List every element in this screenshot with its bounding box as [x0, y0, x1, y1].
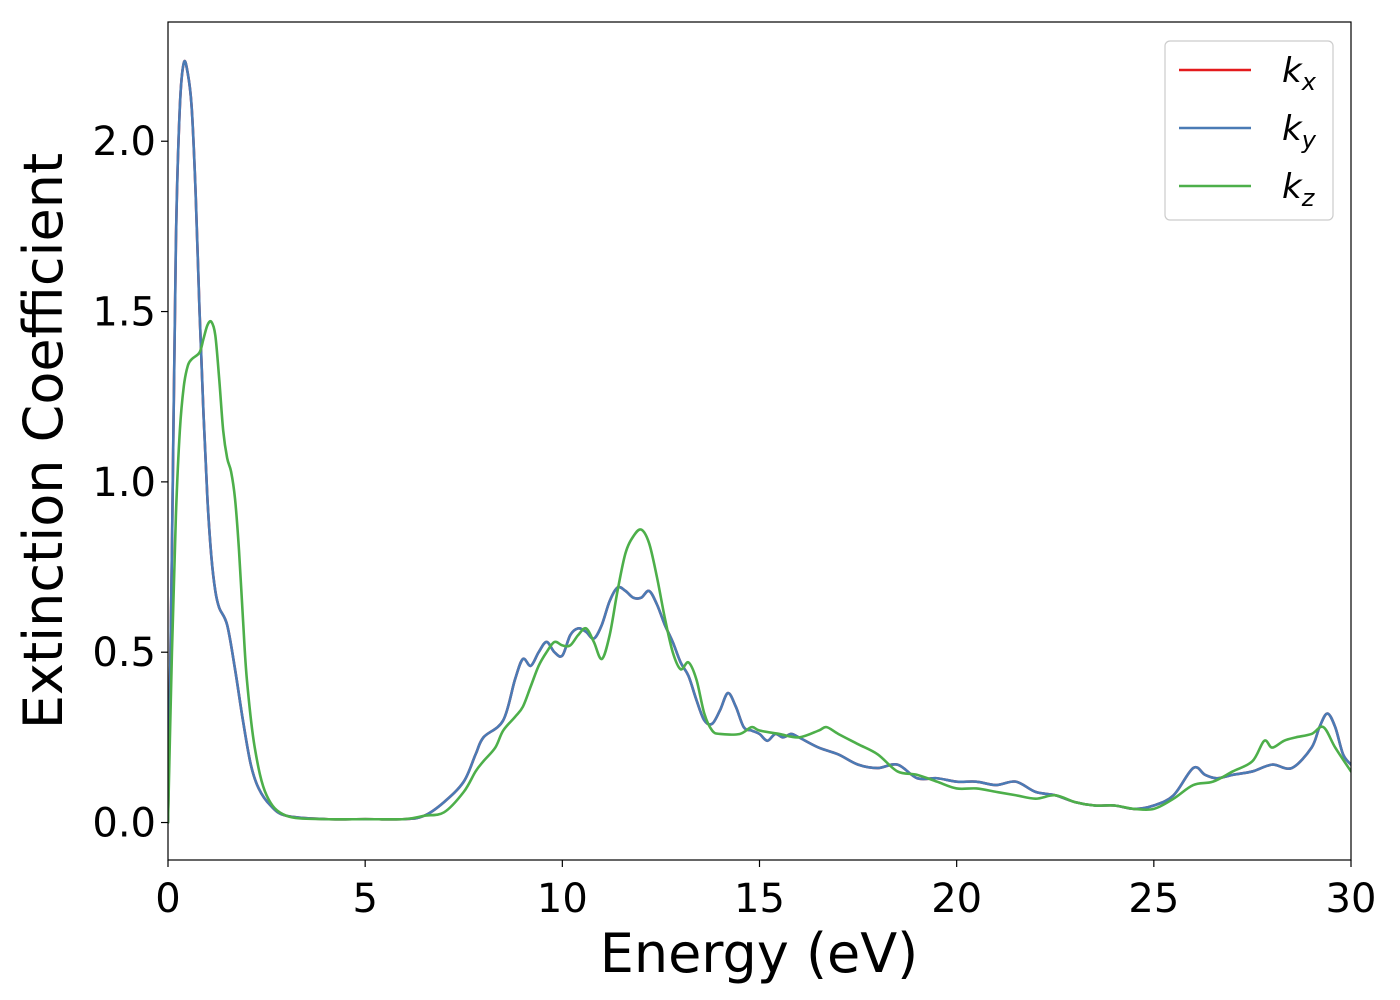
y-tick-label: 2.0 — [92, 119, 156, 165]
legend-label-k-x: kx — [1282, 51, 1317, 96]
y-tick-label: 0.5 — [92, 630, 156, 676]
x-tick-label: 20 — [931, 876, 982, 922]
legend-label-k-z: kz — [1282, 167, 1316, 212]
x-tick-label: 25 — [1128, 876, 1179, 922]
y-tick-label: 1.0 — [92, 460, 156, 506]
x-tick-label: 10 — [537, 876, 588, 922]
legend: kx ky kz — [1164, 40, 1334, 221]
y-axis-ticks: 0.0 0.5 1.0 1.5 2.0 — [92, 119, 168, 847]
series-line-k-z — [168, 319, 1351, 824]
series-layer — [168, 59, 1351, 824]
legend-label-k-y: ky — [1282, 109, 1317, 154]
x-tick-label: 5 — [352, 876, 377, 922]
x-axis-label: Energy (eV) — [600, 922, 919, 985]
legend-box — [1164, 40, 1334, 221]
x-tick-label: 0 — [155, 876, 180, 922]
x-tick-label: 15 — [734, 876, 785, 922]
y-axis-label: Extinction Coefficient — [12, 153, 75, 729]
x-tick-label: 30 — [1326, 876, 1377, 922]
y-tick-label: 1.5 — [92, 290, 156, 336]
y-tick-label: 0.0 — [92, 801, 156, 847]
x-axis-ticks: 0 5 10 15 20 25 30 — [155, 860, 1376, 922]
